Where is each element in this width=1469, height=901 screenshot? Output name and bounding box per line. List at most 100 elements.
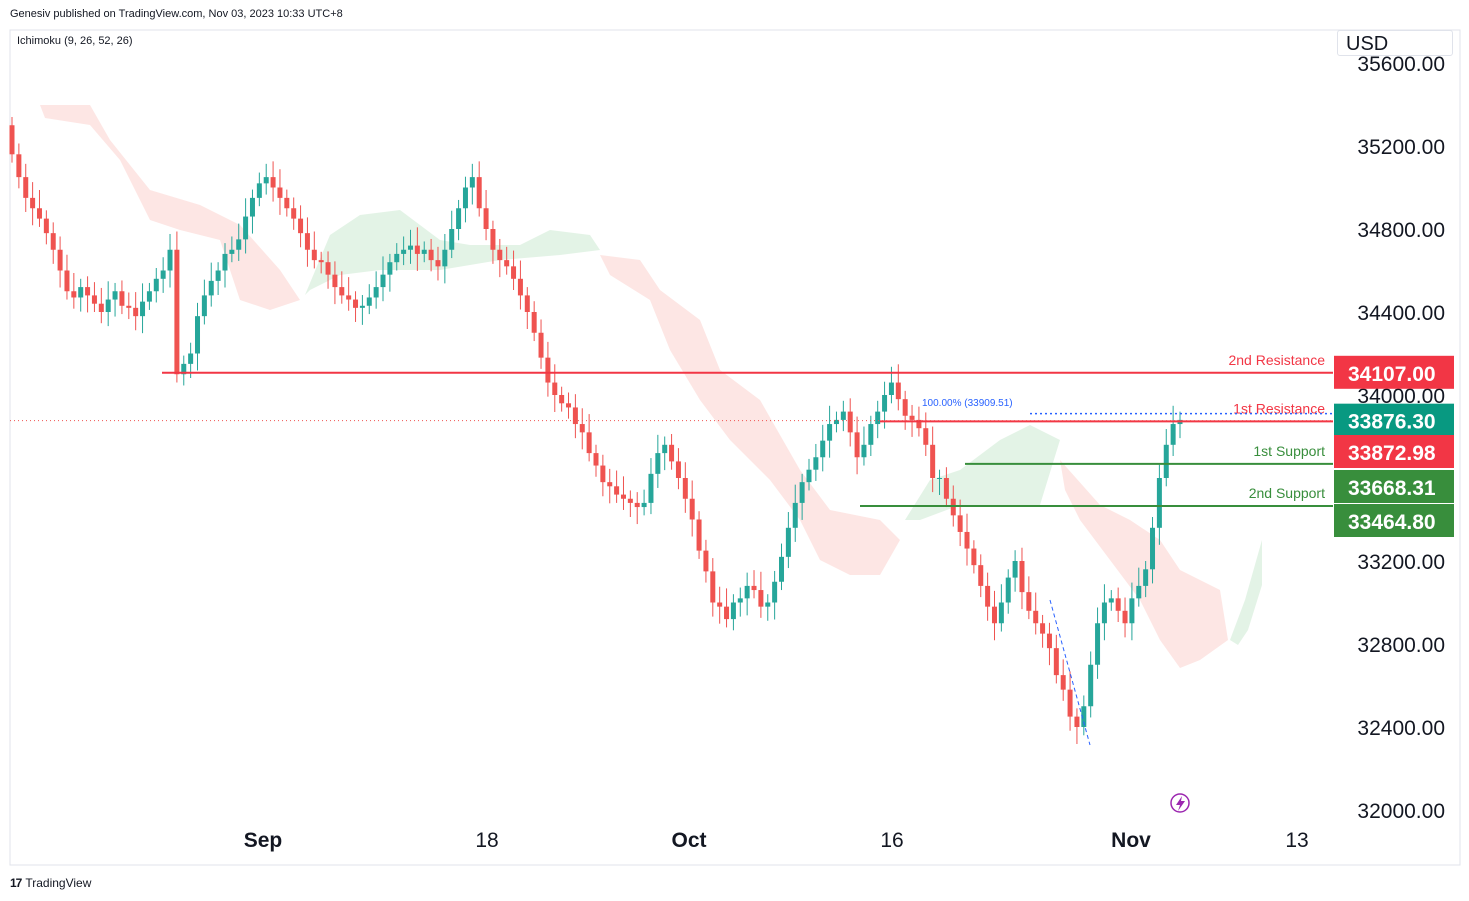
candle-body <box>394 253 400 263</box>
candle-body <box>675 461 681 478</box>
candle-body <box>167 249 173 271</box>
publisher-caption: Genesiv published on TradingView.com, No… <box>10 8 343 20</box>
fib-annotation: 100.00% (33909.51) <box>922 398 1013 409</box>
candle-body <box>78 287 84 298</box>
x-tick-label: Oct <box>671 829 706 852</box>
candle-body <box>875 411 881 425</box>
candle-body <box>1095 623 1101 665</box>
candle-body <box>1019 561 1025 593</box>
candle-body <box>133 307 139 317</box>
price-axis[interactable]: 32000.00 32400.00 32800.00 33200.00 34000.00… <box>1357 53 1445 823</box>
candle-body <box>414 245 420 254</box>
candle-body <box>195 316 201 354</box>
candle-body <box>105 299 111 312</box>
candle-body <box>895 382 901 400</box>
candle-body <box>758 590 764 607</box>
candle-body <box>572 407 578 425</box>
candle-body <box>1163 444 1169 478</box>
badge-level-bg <box>1334 504 1454 537</box>
candle-body <box>476 177 482 209</box>
candle-body <box>1081 706 1087 727</box>
candle-body <box>724 606 730 620</box>
candle-body <box>943 478 949 499</box>
candle-body <box>318 260 324 263</box>
candle-body <box>1108 598 1114 603</box>
candle-body <box>98 303 104 312</box>
candle-body <box>806 469 812 483</box>
candle-body <box>407 245 413 250</box>
candle-body <box>1033 610 1039 624</box>
candle-body <box>497 249 503 261</box>
cloud-bull-2 <box>905 425 1060 520</box>
candle-body <box>1012 561 1018 578</box>
candle-body <box>9 125 15 155</box>
candle-body <box>359 305 365 308</box>
candle-body <box>813 457 819 470</box>
candle-body <box>442 249 448 267</box>
candle-body <box>998 602 1004 624</box>
candle-body <box>71 291 77 298</box>
badge-resistance-2: 34107.00 <box>1348 363 1436 386</box>
tradingview-logo[interactable]: 17 TradingView <box>10 876 91 890</box>
candle-body <box>1143 569 1149 586</box>
candle-body <box>50 233 56 250</box>
candle-body <box>504 260 510 267</box>
y-tick-label: 34000.00 <box>1357 385 1445 408</box>
indicator-legend[interactable]: Ichimoku (9, 26, 52, 26) <box>17 35 133 47</box>
candle-body <box>346 295 352 300</box>
candle-body <box>1170 424 1176 445</box>
cloud-bear-1 <box>40 105 300 310</box>
candle-body <box>1074 716 1080 727</box>
candle-body <box>201 295 207 317</box>
candle-body <box>833 419 839 425</box>
cloud-bull-3 <box>1230 540 1262 645</box>
candle-body <box>923 428 929 445</box>
y-tick-label: 34400.00 <box>1357 302 1445 325</box>
candle-body <box>916 419 922 429</box>
candle-body <box>119 291 125 306</box>
chart-frame <box>9 29 1461 866</box>
candle-body <box>930 444 936 478</box>
candle-body <box>799 482 805 503</box>
currency-selector[interactable]: USD <box>1337 30 1453 56</box>
candle-body <box>937 478 943 479</box>
candle-body <box>160 270 166 279</box>
candle-body <box>112 291 118 300</box>
badge-level: 33464.80 <box>1348 511 1436 534</box>
cloud-bear-3 <box>1060 460 1228 668</box>
candle-body <box>566 403 572 408</box>
candle-body <box>483 208 489 229</box>
candle-body <box>43 218 49 234</box>
candle-body <box>511 266 517 279</box>
time-axis[interactable]: Sep 18 Oct 16 Nov 13 <box>244 829 1309 852</box>
candle-body <box>1046 633 1052 649</box>
candle-body <box>456 208 462 229</box>
price-badges: 34107.00 33876.30 33872.98 33668.31 33464.80 <box>1334 355 1454 537</box>
candle-body <box>140 301 146 317</box>
candle-body <box>435 260 441 267</box>
candle-body <box>888 382 894 395</box>
candle-body <box>991 606 997 624</box>
candle-body <box>284 197 290 209</box>
candle-body <box>421 249 427 254</box>
candle-body <box>1122 610 1128 624</box>
candle-body <box>868 424 874 445</box>
candle-body <box>339 287 345 296</box>
y-tick-label: 32000.00 <box>1357 800 1445 823</box>
badge-last-price: 33876.30 <box>1348 411 1436 434</box>
candle-body <box>751 585 757 591</box>
candle-body <box>648 473 654 503</box>
candle-body <box>620 494 626 499</box>
badge-level-bg <box>1334 435 1454 468</box>
candle-body <box>36 208 42 219</box>
candle-body <box>249 197 255 217</box>
candle-body <box>126 305 132 308</box>
candle-body <box>882 395 888 412</box>
lightning-icon[interactable] <box>1170 793 1190 813</box>
x-tick-label: 13 <box>1285 829 1308 852</box>
candle-body <box>957 515 963 532</box>
candle-body <box>16 154 22 178</box>
candle-body <box>978 565 984 586</box>
candle-body <box>1060 675 1066 690</box>
